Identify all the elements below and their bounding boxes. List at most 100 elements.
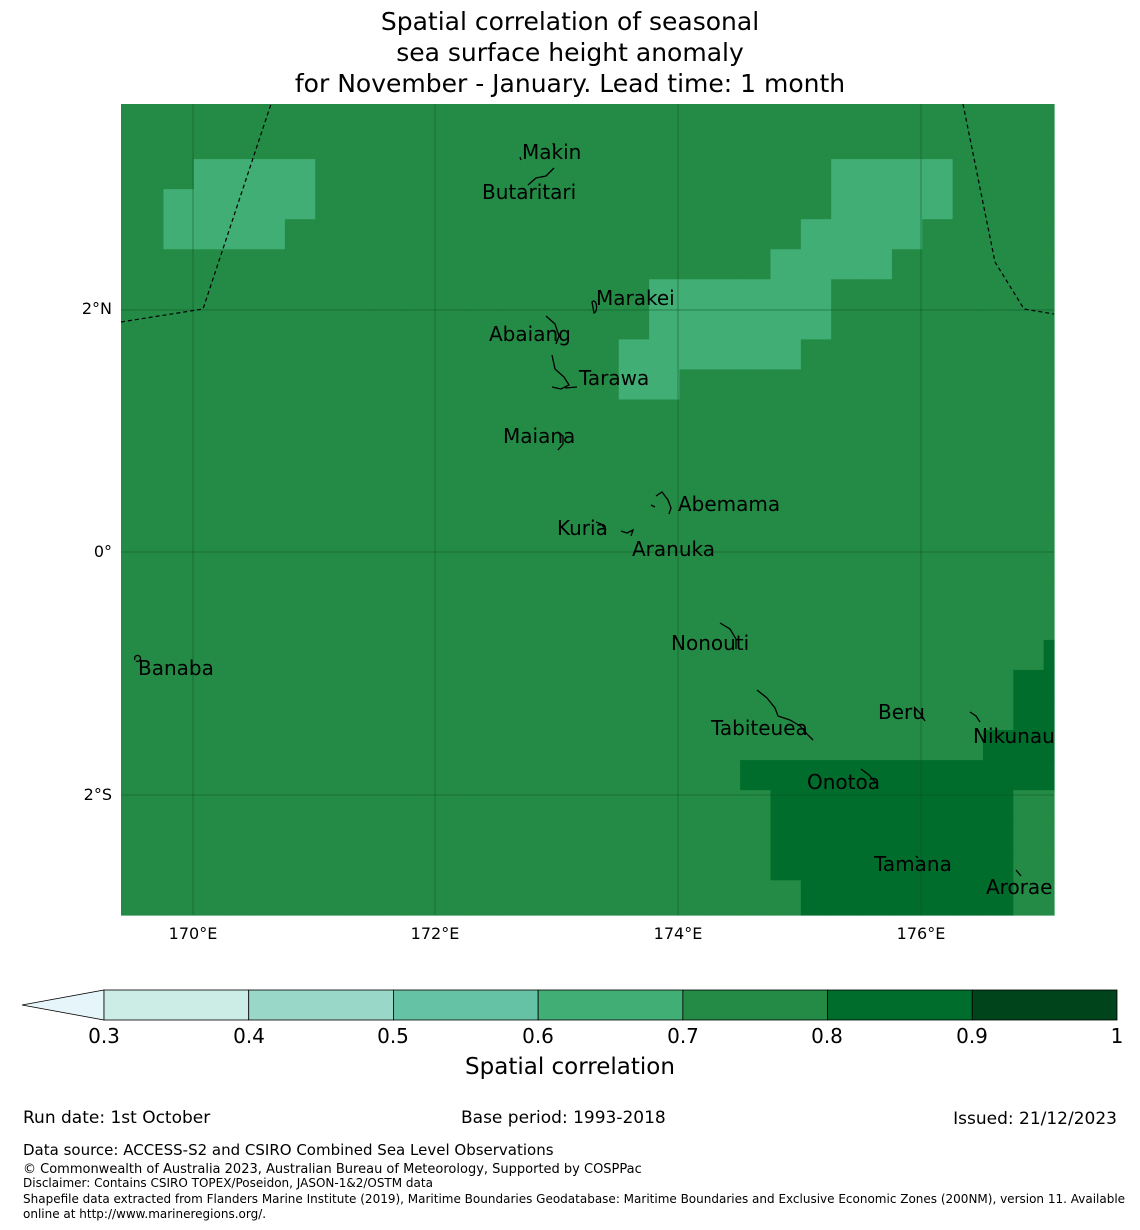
- grid-cell: [315, 880, 347, 911]
- grid-cell: [1043, 219, 1055, 250]
- grid-cell: [588, 760, 620, 791]
- grid-cell: [1013, 730, 1045, 761]
- grid-cell: [831, 730, 863, 761]
- grid-cell: [497, 159, 529, 190]
- title-line-2: sea surface height anomaly: [396, 38, 744, 67]
- grid-cell: [466, 639, 498, 671]
- grid-cell: [922, 609, 954, 641]
- grid-cell: [618, 309, 650, 340]
- grid-cell: [224, 549, 256, 581]
- grid-cell: [133, 880, 165, 911]
- grid-cell: [922, 489, 954, 521]
- grid-cell: [436, 279, 468, 310]
- grid-cell: [922, 730, 954, 761]
- grid-cell: [861, 189, 893, 220]
- grid-cell: [740, 219, 772, 250]
- grid-cell: [436, 104, 468, 130]
- grid-cell: [618, 850, 650, 881]
- grid-cell: [1013, 700, 1045, 731]
- grid-cell: [375, 189, 407, 220]
- grid-cell: [466, 369, 498, 401]
- island-tabiteuea: [756, 689, 814, 741]
- grid-cell: [436, 459, 468, 491]
- grid-cell: [436, 189, 468, 220]
- grid-cell: [345, 399, 377, 431]
- grid-cell: [1043, 429, 1055, 461]
- grid-cell: [740, 519, 772, 551]
- grid-cell: [1043, 339, 1055, 371]
- grid-cell: [618, 910, 650, 916]
- grid-cell: [527, 519, 559, 551]
- grid-cell: [891, 549, 923, 581]
- grid-cell: [679, 609, 711, 641]
- grid-cell: [133, 279, 165, 310]
- grid-cell: [284, 609, 316, 641]
- grid-cell: [649, 159, 681, 190]
- grid-cell: [740, 549, 772, 581]
- colorbar-segment: [393, 989, 539, 1021]
- grid-cell: [224, 639, 256, 671]
- grid-cell: [497, 549, 529, 581]
- grid-cell: [831, 850, 863, 881]
- grid-cell: [497, 850, 529, 881]
- grid-cell: [527, 730, 559, 761]
- grid-cell: [254, 549, 286, 581]
- grid-cell: [618, 129, 650, 160]
- grid-cell: [345, 219, 377, 250]
- grid-cell: [770, 700, 802, 731]
- grid-cell: [406, 339, 438, 371]
- y-tick-2s: 2°S: [83, 785, 112, 804]
- label-kuria: Kuria: [557, 516, 608, 540]
- grid-cell: [922, 459, 954, 491]
- grid-cell: [618, 429, 650, 461]
- colorbar-title: Spatial correlation: [465, 1054, 675, 1080]
- grid-cell: [436, 339, 468, 371]
- grid-cell: [922, 129, 954, 160]
- grid-cell: [800, 700, 832, 731]
- grid-cell: [649, 549, 681, 581]
- eez-boundary-west: [120, 103, 272, 323]
- label-aranuka: Aranuka: [632, 537, 715, 561]
- grid-cell: [284, 850, 316, 881]
- grid-cell: [800, 429, 832, 461]
- colorbar-label-0-7: 0.7: [667, 1024, 699, 1048]
- grid-cell: [406, 730, 438, 761]
- grid-cell: [133, 730, 165, 761]
- grid-cell: [709, 669, 741, 701]
- grid-cell: [224, 399, 256, 431]
- grid-cell: [952, 700, 984, 731]
- map-title: Spatial correlation of seasonal sea surf…: [0, 6, 1140, 99]
- grid-cell: [345, 639, 377, 671]
- grid-cell: [618, 609, 650, 641]
- grid-cell: [709, 850, 741, 881]
- grid-cell: [315, 609, 347, 641]
- grid-cell: [1043, 249, 1055, 280]
- colorbar-label-1: 1: [1110, 1024, 1124, 1048]
- grid-cell: [466, 910, 498, 916]
- grid-cell: [588, 309, 620, 340]
- grid-cell: [861, 669, 893, 701]
- grid-cell: [345, 700, 377, 731]
- grid-cell: [922, 104, 954, 130]
- colorbar-segment: [682, 989, 828, 1021]
- grid-cell: [588, 249, 620, 280]
- island-tarawa: [551, 354, 578, 390]
- grid-cell: [831, 790, 863, 821]
- grid-cell: [315, 760, 347, 791]
- grid-cell: [891, 850, 923, 881]
- grid-cell: [497, 104, 529, 130]
- grid-cell: [497, 790, 529, 821]
- grid-cell: [315, 249, 347, 280]
- grid-cell: [315, 399, 347, 431]
- grid-cell: [770, 609, 802, 641]
- grid-cell: [679, 309, 711, 340]
- grid-cell: [649, 669, 681, 701]
- grid-cell: [1013, 489, 1045, 521]
- grid-cell: [588, 549, 620, 581]
- grid-cell: [952, 429, 984, 461]
- grid-cell: [375, 219, 407, 250]
- grid-cell: [1043, 159, 1055, 190]
- grid-cell: [982, 820, 1014, 851]
- island-marakei: [591, 300, 598, 314]
- grid-cell: [922, 309, 954, 340]
